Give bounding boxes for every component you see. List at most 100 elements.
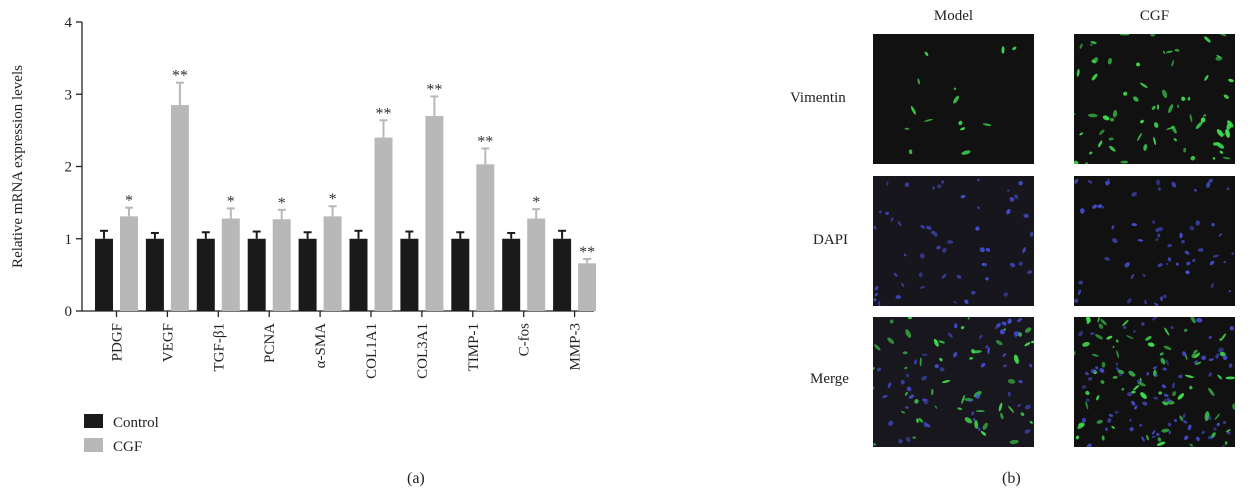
cell-blob (906, 386, 912, 392)
legend-label-cgf: CGF (113, 439, 142, 455)
cell-blob (1131, 192, 1137, 197)
cell-blob (1147, 342, 1155, 347)
cell-blob (1077, 289, 1082, 296)
cell-blob (932, 231, 938, 237)
cell-blob (1174, 419, 1178, 422)
cell-blob (1152, 317, 1158, 321)
cell-blob (1133, 385, 1140, 391)
cell-blob (1097, 204, 1102, 208)
cell-blob (975, 410, 985, 412)
cell-blob (1152, 430, 1156, 435)
cell-blob (890, 217, 894, 222)
cell-blob (1137, 239, 1144, 242)
cell-blob (1024, 342, 1031, 347)
bar-chart: 0 1 2 3 4 Relative mRNA expression levels * PDG… (10, 15, 597, 455)
cell-blob (1109, 145, 1116, 152)
cell-blob (1228, 363, 1233, 368)
cell-blob (974, 420, 979, 429)
cell-blob (1195, 121, 1203, 130)
cell-blob (964, 299, 969, 304)
cell-blob (1162, 50, 1166, 54)
cell-blob (1141, 322, 1145, 326)
cell-blob (1219, 150, 1224, 154)
cell-blob (1156, 104, 1160, 110)
cell-blob (1232, 403, 1235, 410)
cell-blob (1085, 162, 1088, 164)
cell-blob (1195, 436, 1200, 442)
cell-blob (1020, 412, 1025, 416)
cell-blob (1208, 358, 1215, 361)
cell-blob (910, 105, 916, 115)
cell-blob (953, 87, 957, 91)
cell-blob (903, 253, 907, 257)
cell-blob (934, 405, 938, 409)
cell-blob (1189, 225, 1195, 231)
cell-blob (874, 344, 881, 351)
cell-blob (1098, 323, 1104, 329)
cell-blob (1187, 96, 1191, 101)
bar-cgf (527, 218, 546, 311)
cell-blob (999, 329, 1005, 335)
cell-blob (900, 379, 905, 385)
cell-blob (946, 240, 954, 244)
cell-blob (900, 410, 906, 414)
cell-blob (918, 272, 923, 278)
cell-blob (1153, 136, 1157, 146)
cell-blob (1186, 261, 1191, 266)
cell-blob (1009, 439, 1019, 444)
cell-blob (1151, 435, 1156, 438)
cell-blob (1209, 260, 1215, 266)
cell-blob (1140, 82, 1148, 89)
cell-blob (1119, 34, 1130, 36)
cell-blob (923, 118, 933, 122)
cell-blob (977, 206, 980, 210)
cell-blob (972, 418, 976, 421)
cell-blob (1110, 117, 1114, 122)
cell-blob (1131, 390, 1136, 394)
cell-blob (1142, 273, 1146, 278)
cell-blob (1089, 332, 1095, 335)
cell-blob (1172, 391, 1177, 397)
merge-model-image (873, 317, 1034, 447)
cell-blob (1114, 411, 1119, 414)
microscopy-texture (1074, 177, 1234, 306)
cell-blob (941, 273, 947, 279)
cell-blob (1227, 120, 1234, 128)
cell-blob (1029, 421, 1033, 424)
cell-blob (919, 357, 922, 367)
cell-blob (1161, 384, 1166, 389)
cell-blob (1151, 105, 1156, 110)
cell-blob (1181, 96, 1186, 101)
cell-blob (1159, 352, 1164, 356)
cell-blob (921, 353, 928, 356)
cell-blob (889, 319, 894, 324)
cell-blob (1134, 405, 1138, 410)
cell-blob (1157, 263, 1163, 268)
cell-blob (1204, 36, 1211, 43)
cell-blob (926, 423, 931, 428)
bar-cgf (170, 105, 189, 312)
vimentin-model-image (873, 34, 1034, 164)
cell-blob (873, 442, 876, 446)
cell-blob (1111, 425, 1115, 429)
cell-blob (985, 277, 989, 281)
cell-blob (1014, 194, 1019, 200)
cell-blob (1074, 113, 1076, 116)
bar-control (145, 238, 164, 311)
cell-blob (1078, 280, 1084, 285)
cell-blob (888, 420, 894, 427)
cell-blob (1157, 187, 1161, 191)
cell-blob (1112, 110, 1118, 118)
cell-blob (1117, 369, 1125, 375)
cell-blob (908, 149, 913, 155)
cell-blob (952, 351, 958, 358)
cell-blob (1166, 398, 1171, 403)
cell-blob (1129, 427, 1134, 432)
cell-blob (874, 292, 878, 297)
cell-blob (1166, 126, 1176, 130)
cell-blob (982, 422, 989, 430)
cell-blob (1184, 250, 1190, 255)
significance-marker: * (278, 195, 286, 212)
cell-blob (1203, 114, 1207, 117)
y-tick-label: 0 (65, 304, 73, 320)
